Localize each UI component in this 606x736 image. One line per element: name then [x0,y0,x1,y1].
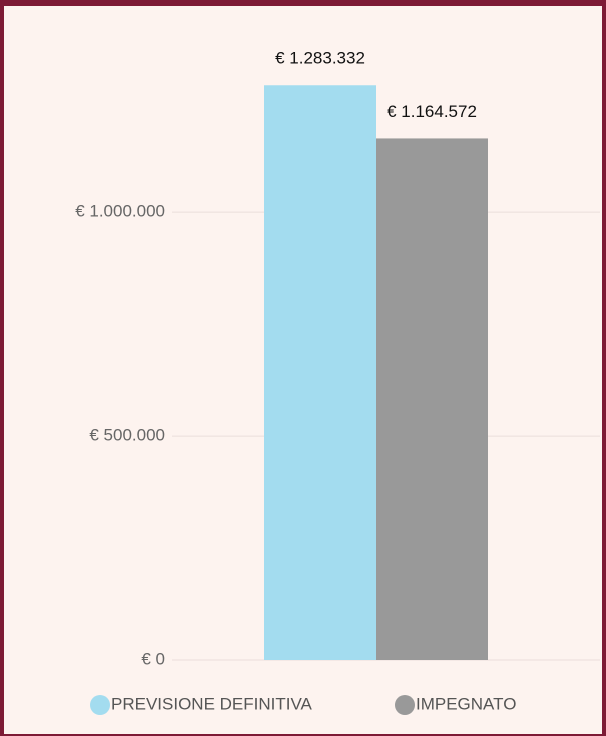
bar [376,138,488,660]
y-tick-label: € 1.000.000 [75,202,165,221]
y-tick-label: € 500.000 [89,426,165,445]
top-bar [0,0,606,6]
y-tick-label: € 0 [141,649,165,668]
legend-label: PREVISIONE DEFINITIVA [111,694,313,713]
value-label: € 1.164.572 [387,102,477,121]
value-label: € 1.283.332 [275,49,365,68]
legend-swatch [90,695,110,715]
bar [264,85,376,660]
legend-label: IMPEGNATO [416,694,516,713]
legend-swatch [395,695,415,715]
